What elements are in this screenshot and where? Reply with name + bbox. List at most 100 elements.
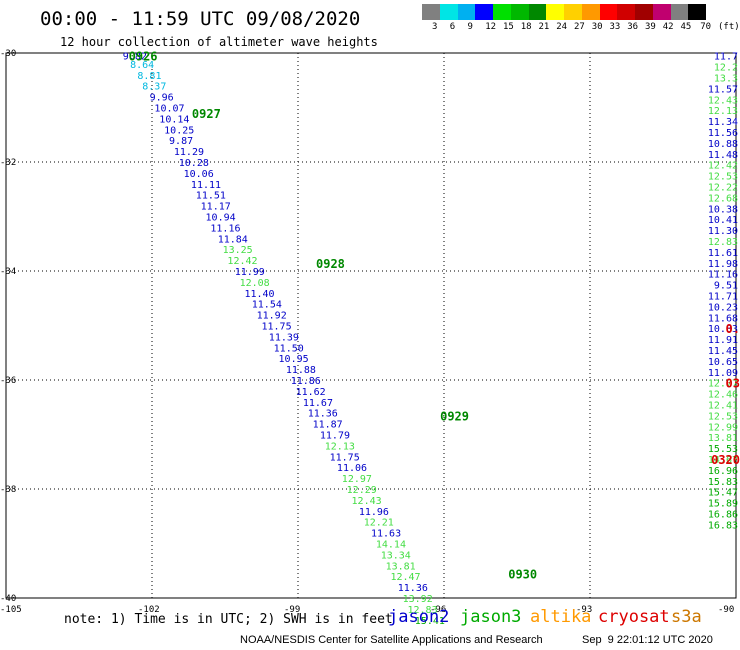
legend-cryosat: cryosat	[598, 607, 670, 627]
wave-height-value: 8.64	[130, 60, 154, 71]
colorbar-swatch	[493, 4, 511, 20]
wave-height-value: 10.83	[708, 324, 738, 335]
wave-height-value: 13.3	[714, 74, 738, 85]
wave-height-value: 14.67	[708, 455, 738, 466]
lon-tick-label: -102	[138, 605, 160, 615]
wave-height-value: 11.16	[708, 270, 738, 281]
lon-tick-label: -105	[0, 605, 22, 615]
colorbar-swatch	[599, 4, 618, 20]
colorbar-swatch	[564, 4, 582, 20]
wave-height-value: 15.53	[708, 444, 738, 455]
colorbar-label: 33	[609, 22, 621, 32]
colorbar-swatch	[475, 4, 493, 20]
wave-height-value: 11.17	[201, 202, 231, 213]
wave-height-value: 11.29	[174, 147, 204, 158]
wave-height-value: 10.25	[164, 125, 194, 136]
wave-height-value: 11.34	[708, 117, 738, 128]
wave-height-value: 10.41	[708, 215, 738, 226]
pass-time-label: 0.	[726, 322, 740, 336]
map-subtitle: 12 hour collection of altimeter wave hei…	[60, 35, 378, 49]
wave-height-value: 11.56	[708, 128, 738, 139]
wave-height-value: 16.83	[708, 520, 738, 531]
colorbar-swatch	[422, 4, 440, 20]
wave-height-value: 15.41	[415, 616, 445, 627]
colorbar-label: 3	[432, 22, 438, 32]
satellite-tracks: 9.828.648.818.379.9610.0710.1410.259.871…	[123, 50, 740, 627]
colorbar-label: 39	[645, 22, 656, 32]
wave-height-value: 11.62	[296, 387, 326, 398]
wave-height-value: 12.68	[708, 193, 738, 204]
wave-height-value: 11.87	[313, 420, 343, 431]
wave-height-value: 11.48	[708, 150, 738, 161]
wave-height-value: 12.77	[708, 379, 738, 390]
wave-height-value: 9.87	[169, 136, 193, 147]
map-frame-border	[5, 52, 737, 599]
wave-height-value: 11.67	[303, 398, 333, 409]
colorbar-swatch	[670, 4, 689, 20]
wave-height-value: 11.57	[708, 84, 738, 95]
pass-time-label: 0930	[508, 567, 537, 581]
colorbar-label: 9	[467, 22, 473, 32]
wave-height-value: 12.43	[352, 496, 382, 507]
wave-height-value: 11.84	[218, 234, 248, 245]
wave-height-value: 11.50	[274, 343, 304, 354]
footer-timestamp: Sep 9 22:01:12 UTC 2020	[582, 634, 713, 646]
wave-height-value: 16.86	[708, 510, 738, 521]
lon-tick-label: -96	[430, 605, 446, 615]
lat-tick-label: -34	[0, 267, 16, 277]
wave-height-value: 12.46	[708, 390, 738, 401]
wave-height-value: 11.63	[371, 529, 401, 540]
wave-height-value: 13.92	[403, 594, 433, 605]
colorbar-label: 27	[574, 22, 585, 32]
colorbar-swatch	[528, 4, 547, 20]
wave-height-value: 11.06	[337, 463, 367, 474]
colorbar-swatch	[688, 4, 706, 20]
colorbar-swatch	[439, 4, 458, 20]
map-title: 00:00 - 11:59 UTC 09/08/2020	[40, 8, 361, 30]
wave-height-value: 12.53	[708, 172, 738, 183]
colorbar-label: 21	[538, 22, 550, 32]
wave-height-value: 11.09	[708, 368, 738, 379]
wave-height-value: 13.81	[708, 433, 738, 444]
lat-tick-label: -32	[0, 158, 16, 168]
wave-height-value: 10.88	[708, 139, 738, 150]
wave-height-value: 10.07	[154, 104, 184, 115]
footer-credit: NOAA/NESDIS Center for Satellite Applica…	[240, 634, 543, 646]
wave-height-value: 14.14	[376, 540, 406, 551]
colorbar-label: 12	[485, 22, 497, 32]
wave-height-value: 12.42	[708, 161, 738, 172]
wave-height-value: 11.88	[286, 365, 316, 376]
wave-height-value: 11.45	[708, 346, 738, 357]
wave-height-value: 12.2	[714, 63, 738, 74]
wave-height-value: 12.22	[708, 183, 738, 194]
lat-lon-grid	[5, 52, 737, 599]
colorbar-label: 30	[591, 22, 603, 32]
colorbar-swatch	[581, 4, 600, 20]
colorbar-swatch	[546, 4, 564, 20]
lat-tick-label: -30	[0, 49, 16, 59]
wave-height-value: 12.21	[364, 518, 394, 529]
legend-altika: altika	[530, 607, 592, 627]
wave-height-value: 11.39	[269, 332, 299, 343]
wave-height-value: 15.89	[708, 499, 738, 510]
wave-height-value: 11.86	[291, 376, 321, 387]
wave-height-value: 11.98	[708, 259, 738, 270]
wave-height-value: 12.53	[708, 411, 738, 422]
wave-height-value: 11.91	[708, 335, 738, 346]
wave-height-value: 15.83	[708, 477, 738, 488]
wave-height-value: 12.13	[708, 106, 738, 117]
axis-labels: -30 -32 -34 -36 -38 -40-105 -102 -99 -96 -93 -90	[0, 49, 734, 615]
wave-height-value: 9.82	[123, 52, 147, 63]
pass-time-label: 0926	[129, 50, 158, 64]
wave-height-value: 10.23	[708, 302, 738, 313]
lon-tick-label: -99	[284, 605, 300, 615]
wave-height-value: 10.38	[708, 204, 738, 215]
wave-height-value: 16.96	[708, 466, 738, 477]
wave-height-value: 11.68	[708, 313, 738, 324]
pass-time-label: 0927	[192, 107, 221, 121]
wave-height-value: 8.81	[137, 71, 161, 82]
wave-height-value: 11.36	[398, 583, 428, 594]
wave-height-value: 11.61	[708, 248, 738, 259]
wave-height-value: 15.47	[708, 488, 738, 499]
wave-height-value: 11.75	[262, 322, 292, 333]
